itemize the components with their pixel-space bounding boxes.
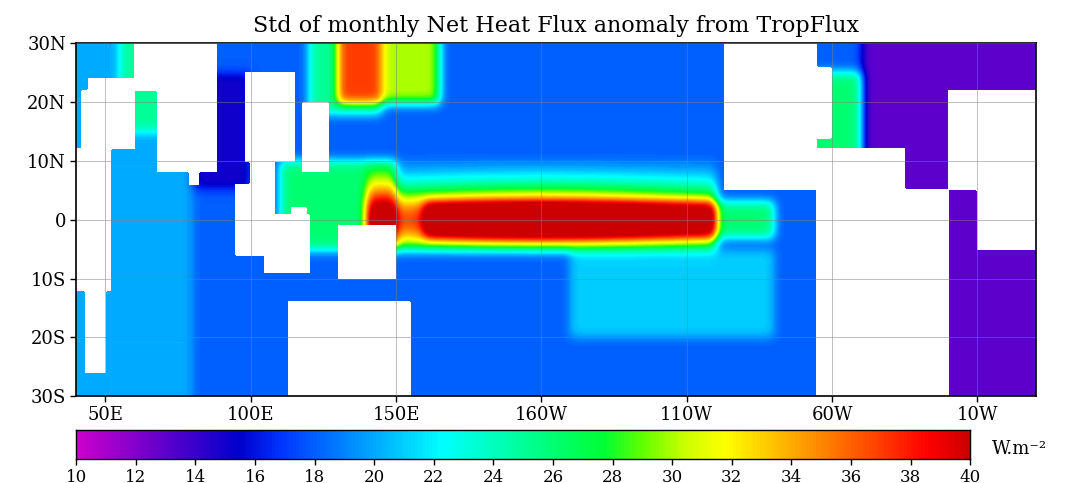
Text: W.m⁻²: W.m⁻² [992,440,1047,458]
Title: Std of monthly Net Heat Flux anomaly from TropFlux: Std of monthly Net Heat Flux anomaly fro… [253,15,859,37]
